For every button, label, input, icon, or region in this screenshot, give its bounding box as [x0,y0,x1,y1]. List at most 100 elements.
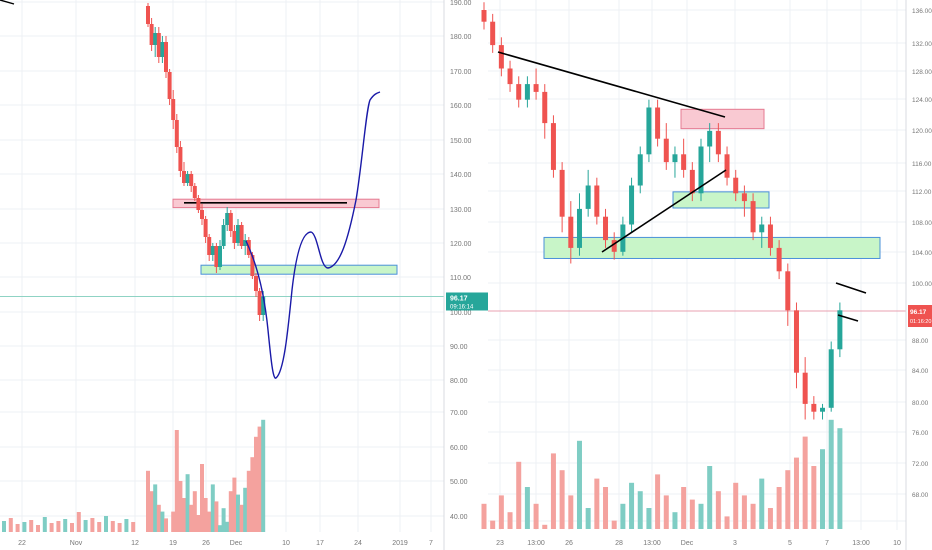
volume-bar [131,522,136,532]
volume-bar [629,482,635,529]
candle-body [741,193,747,202]
candle-body [178,147,183,171]
volume-bar [681,487,687,529]
candle-body [221,225,226,246]
volume-bar [239,504,244,532]
candle-body [533,84,539,92]
volume-bar [49,523,54,532]
y-tick-label: 50.00 [450,479,468,486]
volume-bar [196,515,201,532]
candle-body [192,186,197,198]
volume-bar [232,477,237,532]
volume-bar [36,525,40,532]
last-price-label: 96.17 [910,309,927,316]
volume-bar [200,464,204,532]
candle-body [767,224,773,248]
volume-bar [42,517,47,532]
volume-bar [185,474,190,532]
volume-bar [90,518,95,532]
x-tick-label: 7 [825,540,829,547]
x-tick-label: 13:00 [643,540,661,547]
x-tick-label: Dec [681,540,694,547]
volume-bar [254,436,258,532]
volume-bar [828,419,834,529]
y-tick-label: 76.00 [912,430,929,437]
volume-bar [56,521,61,532]
candle-body [629,185,635,225]
candle-body [828,349,834,408]
x-tick-label: 17 [316,540,324,547]
volume-bar [655,474,661,529]
volume-bar [29,520,34,532]
volume-bar [785,470,791,529]
volume-bar [490,520,496,529]
volume-bar [767,508,773,529]
candle-body [196,198,201,210]
candle-body [681,154,687,170]
volume-bar [793,457,799,529]
candle-body [490,21,496,46]
volume-bar [164,518,168,532]
y-tick-label: 88.00 [912,338,929,345]
y-tick-label: 68.00 [912,492,929,499]
candle-body [611,240,617,252]
candle-body [516,84,522,100]
right-chart-background [488,0,932,550]
x-tick-label: 10 [282,540,290,547]
y-tick-label: 70.00 [450,410,468,417]
x-tick-label: Nov [70,540,83,547]
last-price-badge [446,292,488,311]
volume-bar [250,457,255,532]
left-chart[interactable]: 190.00 180.00 170.00 160.00 150.00 140.00 130.… [0,0,488,550]
candle-body [174,120,179,147]
volume-bar [620,503,626,529]
y-tick-label: 60.00 [450,445,468,452]
x-tick-label: 22 [18,540,26,547]
volume-bar [261,419,266,532]
last-price-badge [908,305,932,327]
x-tick-label: 28 [615,540,623,547]
candle-body [594,185,600,217]
candle-body [481,10,487,22]
support-zone [200,264,398,275]
volume-bar [257,426,262,532]
volume-bar [243,487,248,532]
y-tick-label: 90.00 [450,344,468,351]
volume-bar [776,487,782,529]
x-tick-label: Dec [230,540,243,547]
last-price-label: 96.17 [450,295,468,302]
candle-body [171,99,176,120]
volume-bar [559,470,565,529]
y-tick-label: 190.00 [450,0,472,7]
volume-bar [603,487,609,529]
right-chart[interactable]: 136.00 132.00 128.00 124.00 120.00 116.00 112.… [481,0,932,550]
volume-bar [837,428,843,529]
volume-bar [516,461,522,529]
candle-body [257,291,262,315]
candle-body [160,42,165,57]
volume-bar [594,478,600,529]
volume-bar [550,453,556,529]
candle-body [663,138,669,163]
candle-body [646,107,652,155]
y-tick-label: 150.00 [450,138,472,145]
candle-body [207,237,212,255]
trend-line [497,51,726,118]
x-tick-label: 26 [565,540,573,547]
volume-bar [76,512,81,532]
volume-bar [820,449,826,529]
candle-body [568,216,574,248]
volume-bar [153,484,158,532]
volume-bar [83,520,88,532]
y-tick-label: 160.00 [450,103,472,110]
volume-bar [811,466,817,529]
candle-body [707,130,713,147]
volume-bar [576,440,582,529]
volume-bar [178,481,183,532]
candle-body [811,403,817,412]
volume-bar [8,518,13,532]
volume-bar [481,503,487,529]
candle-body [225,213,230,225]
volume-bar [225,521,230,532]
projection-curve [245,91,381,379]
